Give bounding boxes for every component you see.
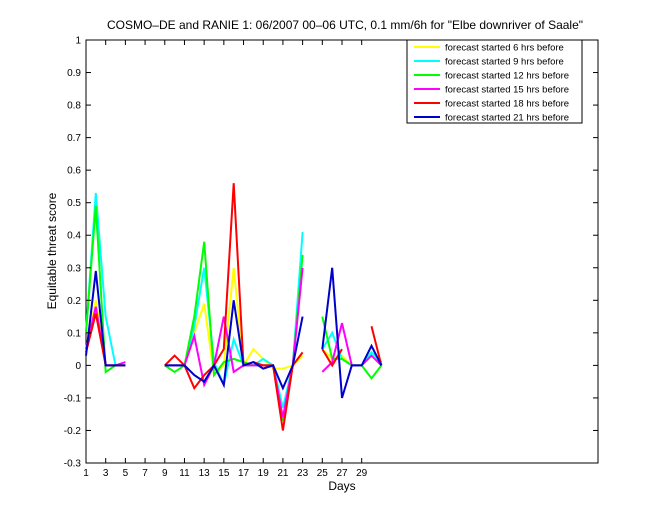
y-tick-label: 0.4	[67, 231, 81, 242]
x-tick-label: 13	[199, 468, 211, 479]
legend-box	[406, 39, 583, 124]
series-layer	[85, 183, 383, 431]
y-tick-label: -0.2	[64, 426, 82, 437]
x-tick-label: 9	[162, 468, 168, 479]
legend-entry: forecast started 18 hrs before	[445, 99, 569, 110]
y-tick-label: 0.3	[67, 263, 81, 274]
y-tick-label: 0	[75, 361, 81, 372]
y-tick-label: 0.2	[67, 296, 81, 307]
series-line-5	[370, 326, 383, 366]
y-axis-label: Equitable threat score	[45, 192, 59, 309]
x-tick-label: 23	[297, 468, 309, 479]
y-tick-label: -0.3	[64, 459, 82, 470]
legend-entry: forecast started 15 hrs before	[445, 85, 569, 96]
x-tick-label: 27	[336, 468, 348, 479]
y-tick-label: 0.5	[67, 198, 81, 209]
x-axis-label: Days	[328, 479, 355, 493]
legend: forecast started 6 hrs before forecast st…	[406, 39, 583, 124]
y-tick-label: -0.1	[64, 393, 82, 404]
x-tick-label: 17	[238, 468, 250, 479]
x-tick-label: 1	[83, 468, 89, 479]
x-tick-label: 5	[123, 468, 129, 479]
legend-entry: forecast started 21 hrs before	[445, 113, 569, 124]
y-tick-label: 0.8	[67, 101, 81, 112]
series-line-4	[164, 267, 304, 418]
y-tick-label: 0.1	[67, 328, 81, 339]
x-tick-label: 25	[317, 468, 329, 479]
legend-entry: forecast started 12 hrs before	[445, 71, 569, 82]
series-line-6	[164, 300, 304, 391]
x-tick-label: 29	[356, 468, 368, 479]
x-tick-label: 21	[277, 468, 289, 479]
series-line-6	[85, 270, 126, 367]
y-tick-label: 0.6	[67, 166, 81, 177]
x-tick-label: 15	[218, 468, 230, 479]
x-tick-label: 3	[103, 468, 109, 479]
series-line-5	[164, 183, 304, 431]
y-tick-label: 1	[75, 36, 81, 47]
series-line-6	[321, 267, 383, 399]
chart-title: COSMO–DE and RANIE 1: 06/2007 00–06 UTC,…	[107, 18, 583, 32]
x-tick-label: 7	[142, 468, 148, 479]
legend-entry: forecast started 6 hrs before	[445, 43, 564, 54]
y-tick-label: 0.7	[67, 133, 81, 144]
legend-entry: forecast started 9 hrs before	[445, 57, 564, 68]
x-tick-label: 11	[179, 468, 190, 479]
axis-ticks: -0.3 -0.2 -0.1 0 0.1 0.2 0.3 0.4 0.5 0.6 0.7 0.8 0.9…	[64, 36, 598, 479]
y-tick-label: 0.9	[67, 68, 81, 79]
x-tick-label: 19	[258, 468, 270, 479]
